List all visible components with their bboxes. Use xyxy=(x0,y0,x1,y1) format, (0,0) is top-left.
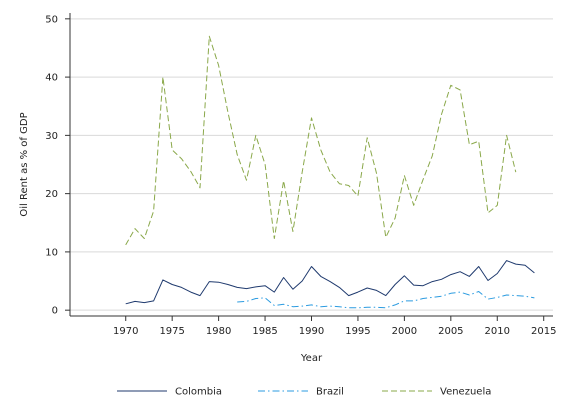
x-tick-label: 1970 xyxy=(113,326,138,337)
y-tick-label: 40 xyxy=(45,73,58,84)
y-tick-label: 10 xyxy=(45,247,58,258)
legend-label-brazil: Brazil xyxy=(316,387,344,398)
x-tick-label: 1990 xyxy=(299,326,324,337)
y-tick-label: 50 xyxy=(45,14,58,25)
legend-label-colombia: Colombia xyxy=(175,387,222,398)
series-line-venezuela xyxy=(125,35,517,246)
x-ticks: 1970 1975 1980 1985 1990 1995 2000 2005 2010 2015 xyxy=(113,316,556,337)
x-axis-title: Year xyxy=(300,353,323,364)
y-tick-label: 0 xyxy=(52,306,58,317)
legend-label-venezuela: Venezuela xyxy=(440,387,491,398)
gridlines xyxy=(70,18,553,311)
x-tick-label: 1975 xyxy=(159,326,184,337)
x-tick-label: 2000 xyxy=(392,326,417,337)
series-lines xyxy=(125,35,535,309)
series-line-colombia xyxy=(125,260,535,305)
y-axis-title: Oil Rent as % of GDP xyxy=(19,112,30,216)
x-tick-label: 2005 xyxy=(438,326,463,337)
x-tick-label: 2010 xyxy=(485,326,510,337)
y-tick-label: 20 xyxy=(45,189,58,200)
x-tick-label: 1980 xyxy=(206,326,231,337)
series-line-brazil xyxy=(237,291,535,309)
y-ticks: 0 10 20 30 40 50 xyxy=(45,14,70,317)
x-tick-label: 2015 xyxy=(531,326,556,337)
x-tick-label: 1985 xyxy=(252,326,277,337)
y-tick-label: 30 xyxy=(45,131,58,142)
x-tick-label: 1995 xyxy=(345,326,370,337)
legend: Colombia Brazil Venezuela xyxy=(117,387,491,398)
